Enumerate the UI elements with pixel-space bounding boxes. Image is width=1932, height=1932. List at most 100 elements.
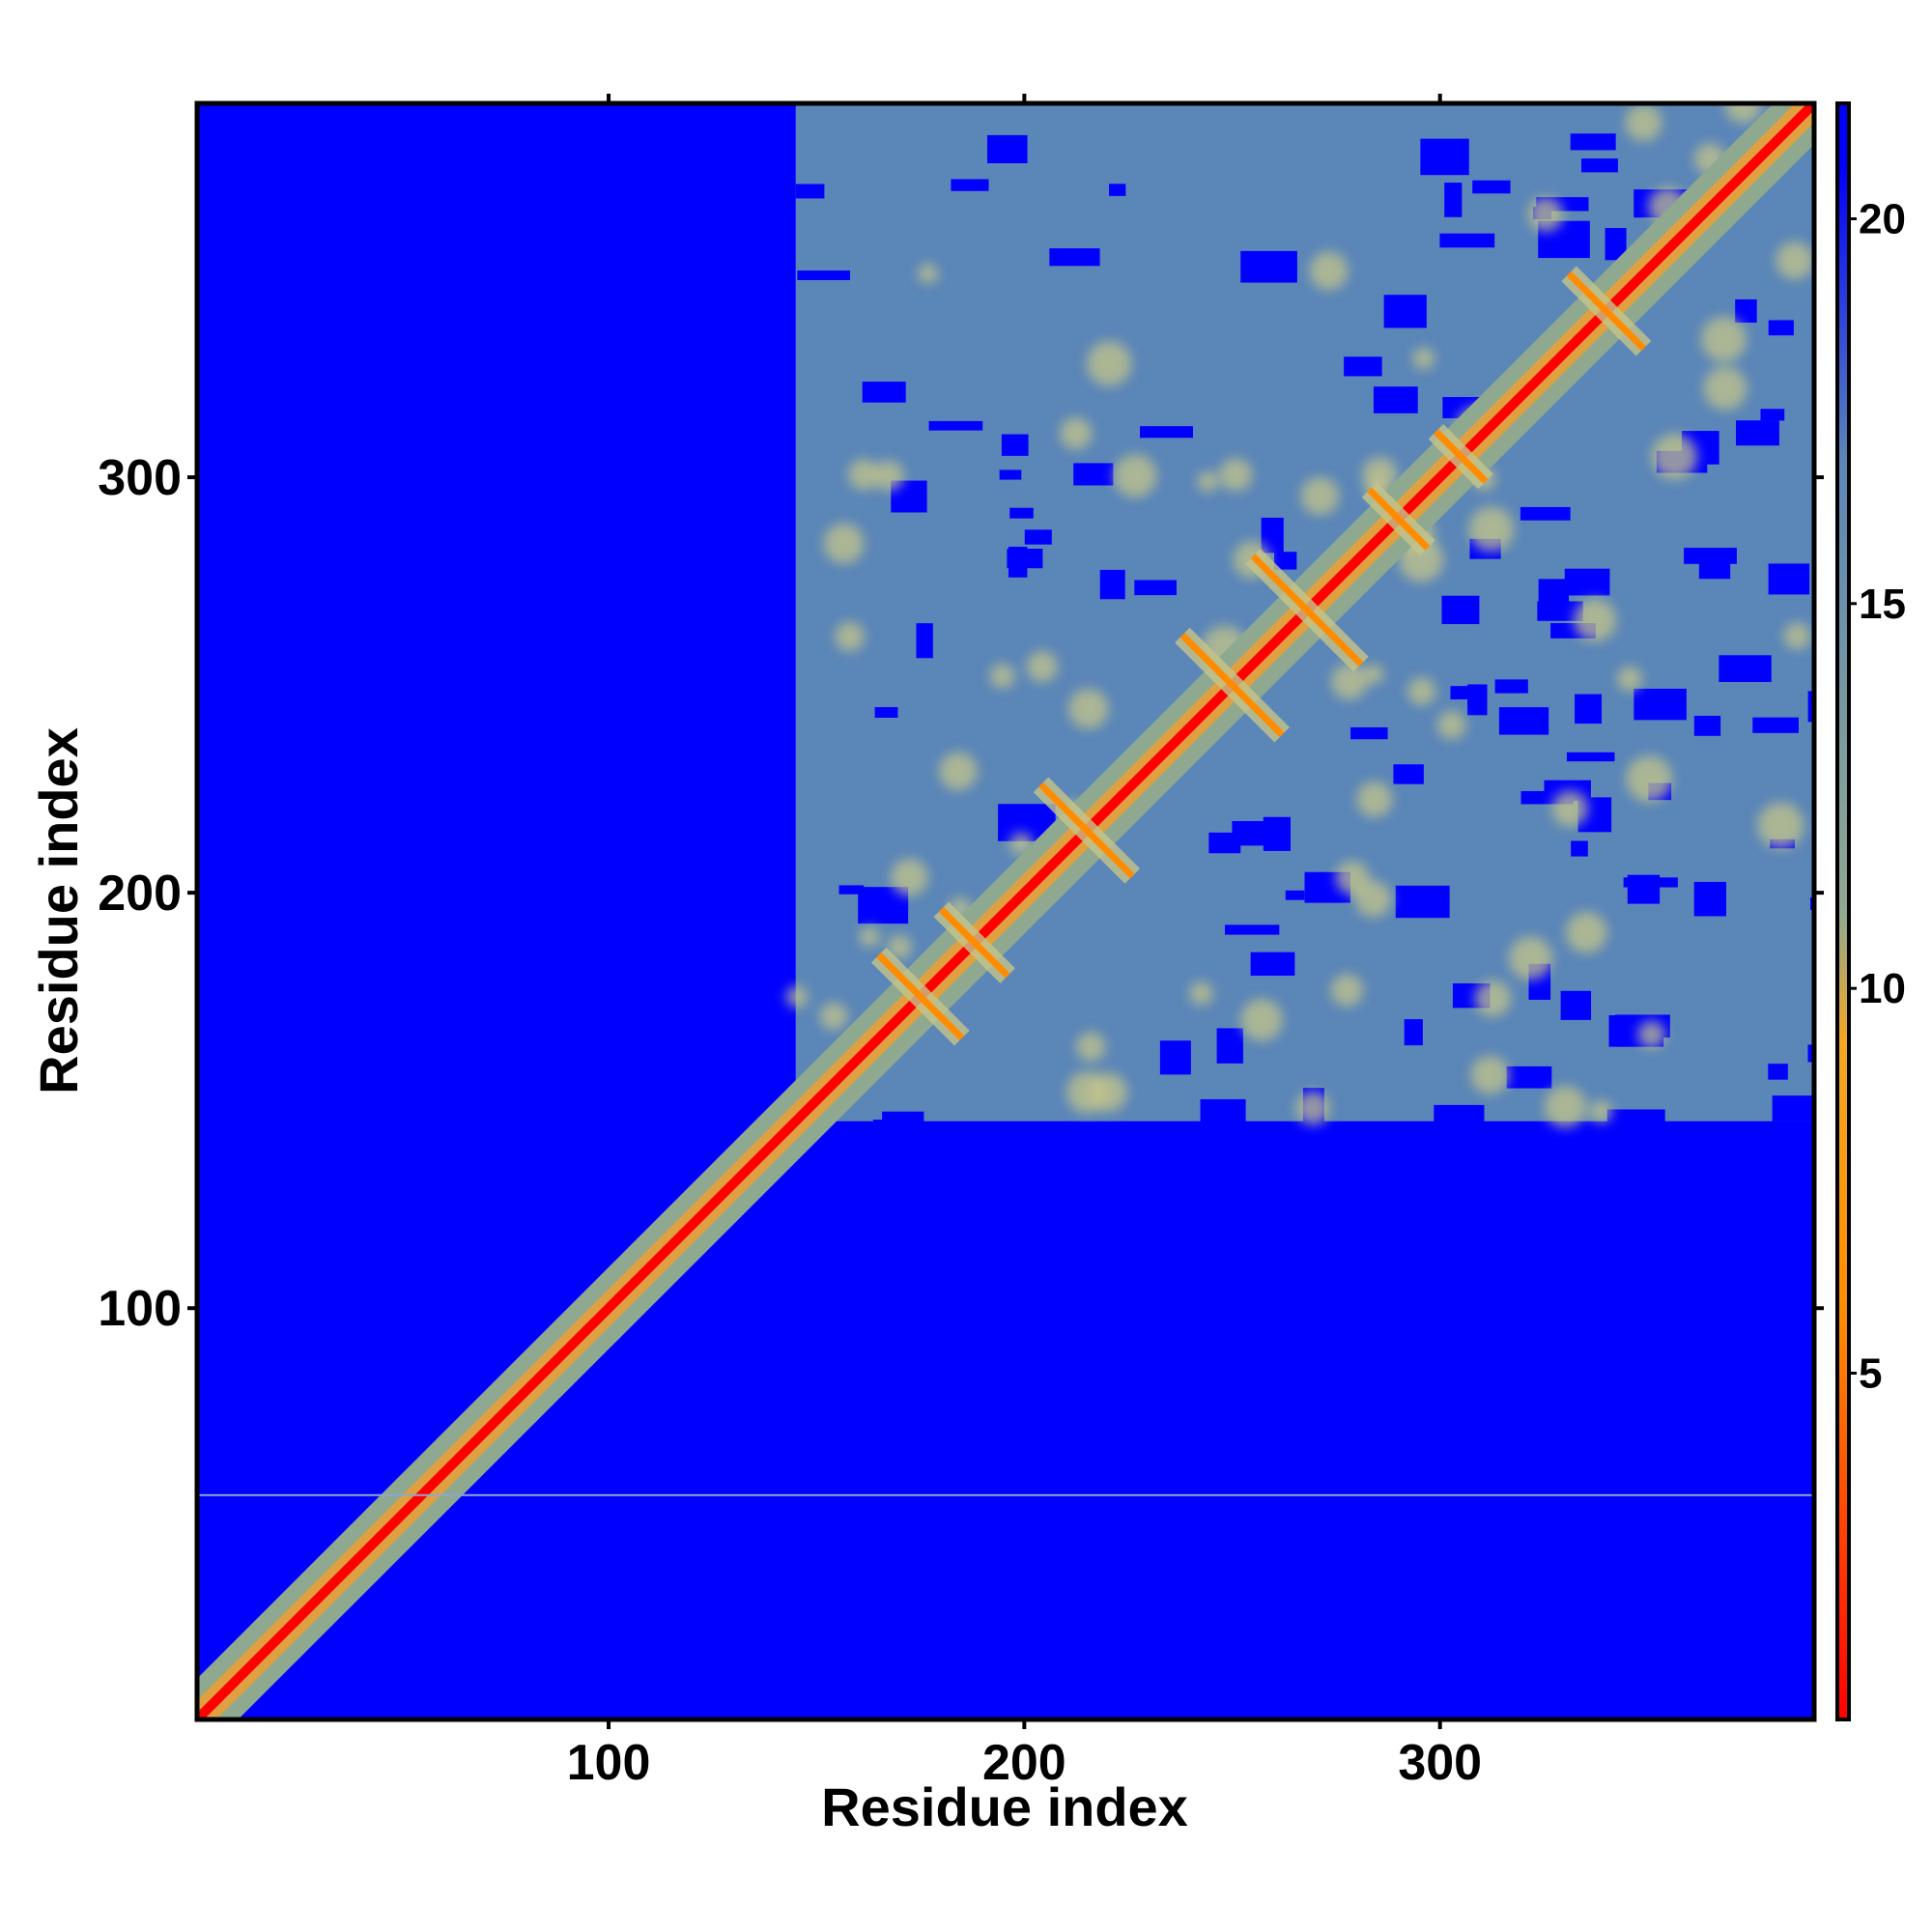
low-contact-patch — [1001, 434, 1029, 456]
low-contact-patch — [1073, 463, 1114, 486]
low-contact-patch — [1807, 691, 1814, 723]
low-contact-patch — [1684, 548, 1737, 564]
low-contact-patch — [1404, 1019, 1423, 1046]
y-axis-label: Residue index — [28, 727, 89, 1094]
low-contact-patch — [1274, 552, 1297, 570]
low-contact-patch — [1537, 601, 1583, 621]
anti-diagonal-contact — [1038, 781, 1135, 879]
low-contact-patch — [1420, 138, 1469, 176]
low-contact-patch — [1752, 717, 1799, 733]
x-tick-label: 100 — [567, 1735, 651, 1791]
low-contact-patch — [1373, 386, 1418, 413]
moderate-contact — [835, 621, 865, 652]
low-contact-patch — [1498, 707, 1549, 735]
low-contact-patch — [1772, 1095, 1814, 1122]
moderate-contact — [1436, 710, 1466, 740]
anti-diagonal-contact — [1179, 633, 1285, 738]
low-contact-patch — [1200, 1098, 1246, 1134]
low-contact-patch — [1261, 517, 1284, 554]
moderate-contact — [823, 523, 865, 564]
low-contact-patch — [1434, 1104, 1485, 1131]
low-contact-patch — [1605, 228, 1627, 261]
low-contact-patch — [1467, 684, 1488, 716]
moderate-contact — [887, 934, 912, 959]
low-contact-patch — [1007, 549, 1043, 569]
low-contact-patch — [1494, 679, 1528, 694]
moderate-contact — [1703, 366, 1747, 411]
anti-diagonal-contacts — [870, 266, 1652, 1046]
low-contact-patch — [1140, 426, 1194, 439]
moderate-contact — [859, 926, 880, 948]
y-tick-label: 300 — [98, 450, 182, 506]
low-contact-patch — [1634, 688, 1687, 721]
low-contact-patch — [1395, 885, 1450, 919]
moderate-contact — [1626, 755, 1673, 803]
moderate-contact — [1701, 316, 1747, 362]
moderate-contact — [1331, 663, 1368, 700]
moderate-contact — [1651, 434, 1698, 480]
low-contact-patch — [1344, 356, 1382, 377]
low-contact-patch — [1444, 183, 1463, 217]
low-contact-patch — [1208, 832, 1241, 854]
colorbar-gradient — [1835, 101, 1851, 1721]
moderate-contact — [785, 985, 809, 1009]
moderate-contact — [1114, 454, 1157, 497]
low-contact-patch — [1240, 250, 1297, 283]
low-contact-patch — [1768, 1064, 1788, 1080]
low-contact-patch — [1049, 248, 1100, 267]
moderate-contact — [1724, 103, 1762, 124]
colorbar-tick-label: 20 — [1859, 196, 1906, 243]
moderate-contact — [1295, 1091, 1330, 1125]
colorbar-tick-label: 15 — [1859, 581, 1906, 628]
colorbar: 5 10 15 20 — [1835, 101, 1906, 1721]
moderate-contact — [1509, 936, 1553, 980]
moderate-contact — [1076, 1032, 1106, 1062]
moderate-contact — [1551, 790, 1588, 827]
low-contact-patch — [1383, 295, 1427, 328]
moderate-contact — [939, 752, 978, 791]
moderate-contact — [1060, 417, 1093, 450]
anti-diagonal-contact — [876, 952, 965, 1041]
low-contact-patch — [1441, 595, 1480, 625]
low-contact-patch — [1216, 1028, 1243, 1064]
moderate-contact — [1474, 980, 1511, 1017]
moderate-contact — [1363, 664, 1384, 685]
moderate-contact — [1330, 974, 1364, 1007]
y-tick-label: 200 — [98, 866, 182, 922]
low-contact-patch — [1225, 924, 1280, 935]
moderate-contact — [1625, 103, 1662, 142]
low-contact-patch — [1009, 507, 1034, 519]
moderate-contact — [1589, 1099, 1612, 1123]
low-contact-patch — [862, 382, 906, 403]
low-contact-patch — [1768, 320, 1794, 336]
low-contact-patch — [882, 1111, 924, 1148]
anti-diagonal-contact — [938, 906, 1010, 979]
low-contact-patch — [1159, 1040, 1191, 1075]
moderate-contact — [1240, 999, 1283, 1041]
colorbar-tick-label: 10 — [1859, 965, 1906, 1012]
low-contact-patch — [1099, 569, 1125, 600]
moderate-contact — [1757, 802, 1804, 849]
low-contact-patch — [1570, 133, 1616, 151]
low-contact-patch — [1350, 726, 1388, 740]
moderate-contacts — [785, 103, 1814, 1128]
moderate-contact — [1776, 242, 1814, 280]
low-contact-patch — [1564, 568, 1610, 596]
moderate-contact — [1616, 666, 1642, 692]
plot-frame — [194, 100, 1817, 1722]
moderate-contact — [1407, 677, 1436, 706]
moderate-contact — [1300, 476, 1340, 516]
moderate-contact — [819, 1002, 848, 1031]
moderate-contact — [1065, 1071, 1109, 1114]
low-contact-patch — [1263, 816, 1291, 851]
low-contact-patch — [1520, 506, 1571, 521]
moderate-contact — [1354, 880, 1392, 918]
low-contact-patch — [1109, 184, 1126, 196]
low-contact-patch — [1623, 877, 1678, 888]
low-contact-patch — [1134, 580, 1177, 596]
x-axis-label: Residue index — [821, 1776, 1188, 1837]
low-contact-patch — [987, 134, 1028, 163]
low-contact-patch — [1580, 158, 1618, 173]
anti-diagonal-contact — [1566, 270, 1647, 352]
x-tick-label: 300 — [1398, 1735, 1482, 1791]
